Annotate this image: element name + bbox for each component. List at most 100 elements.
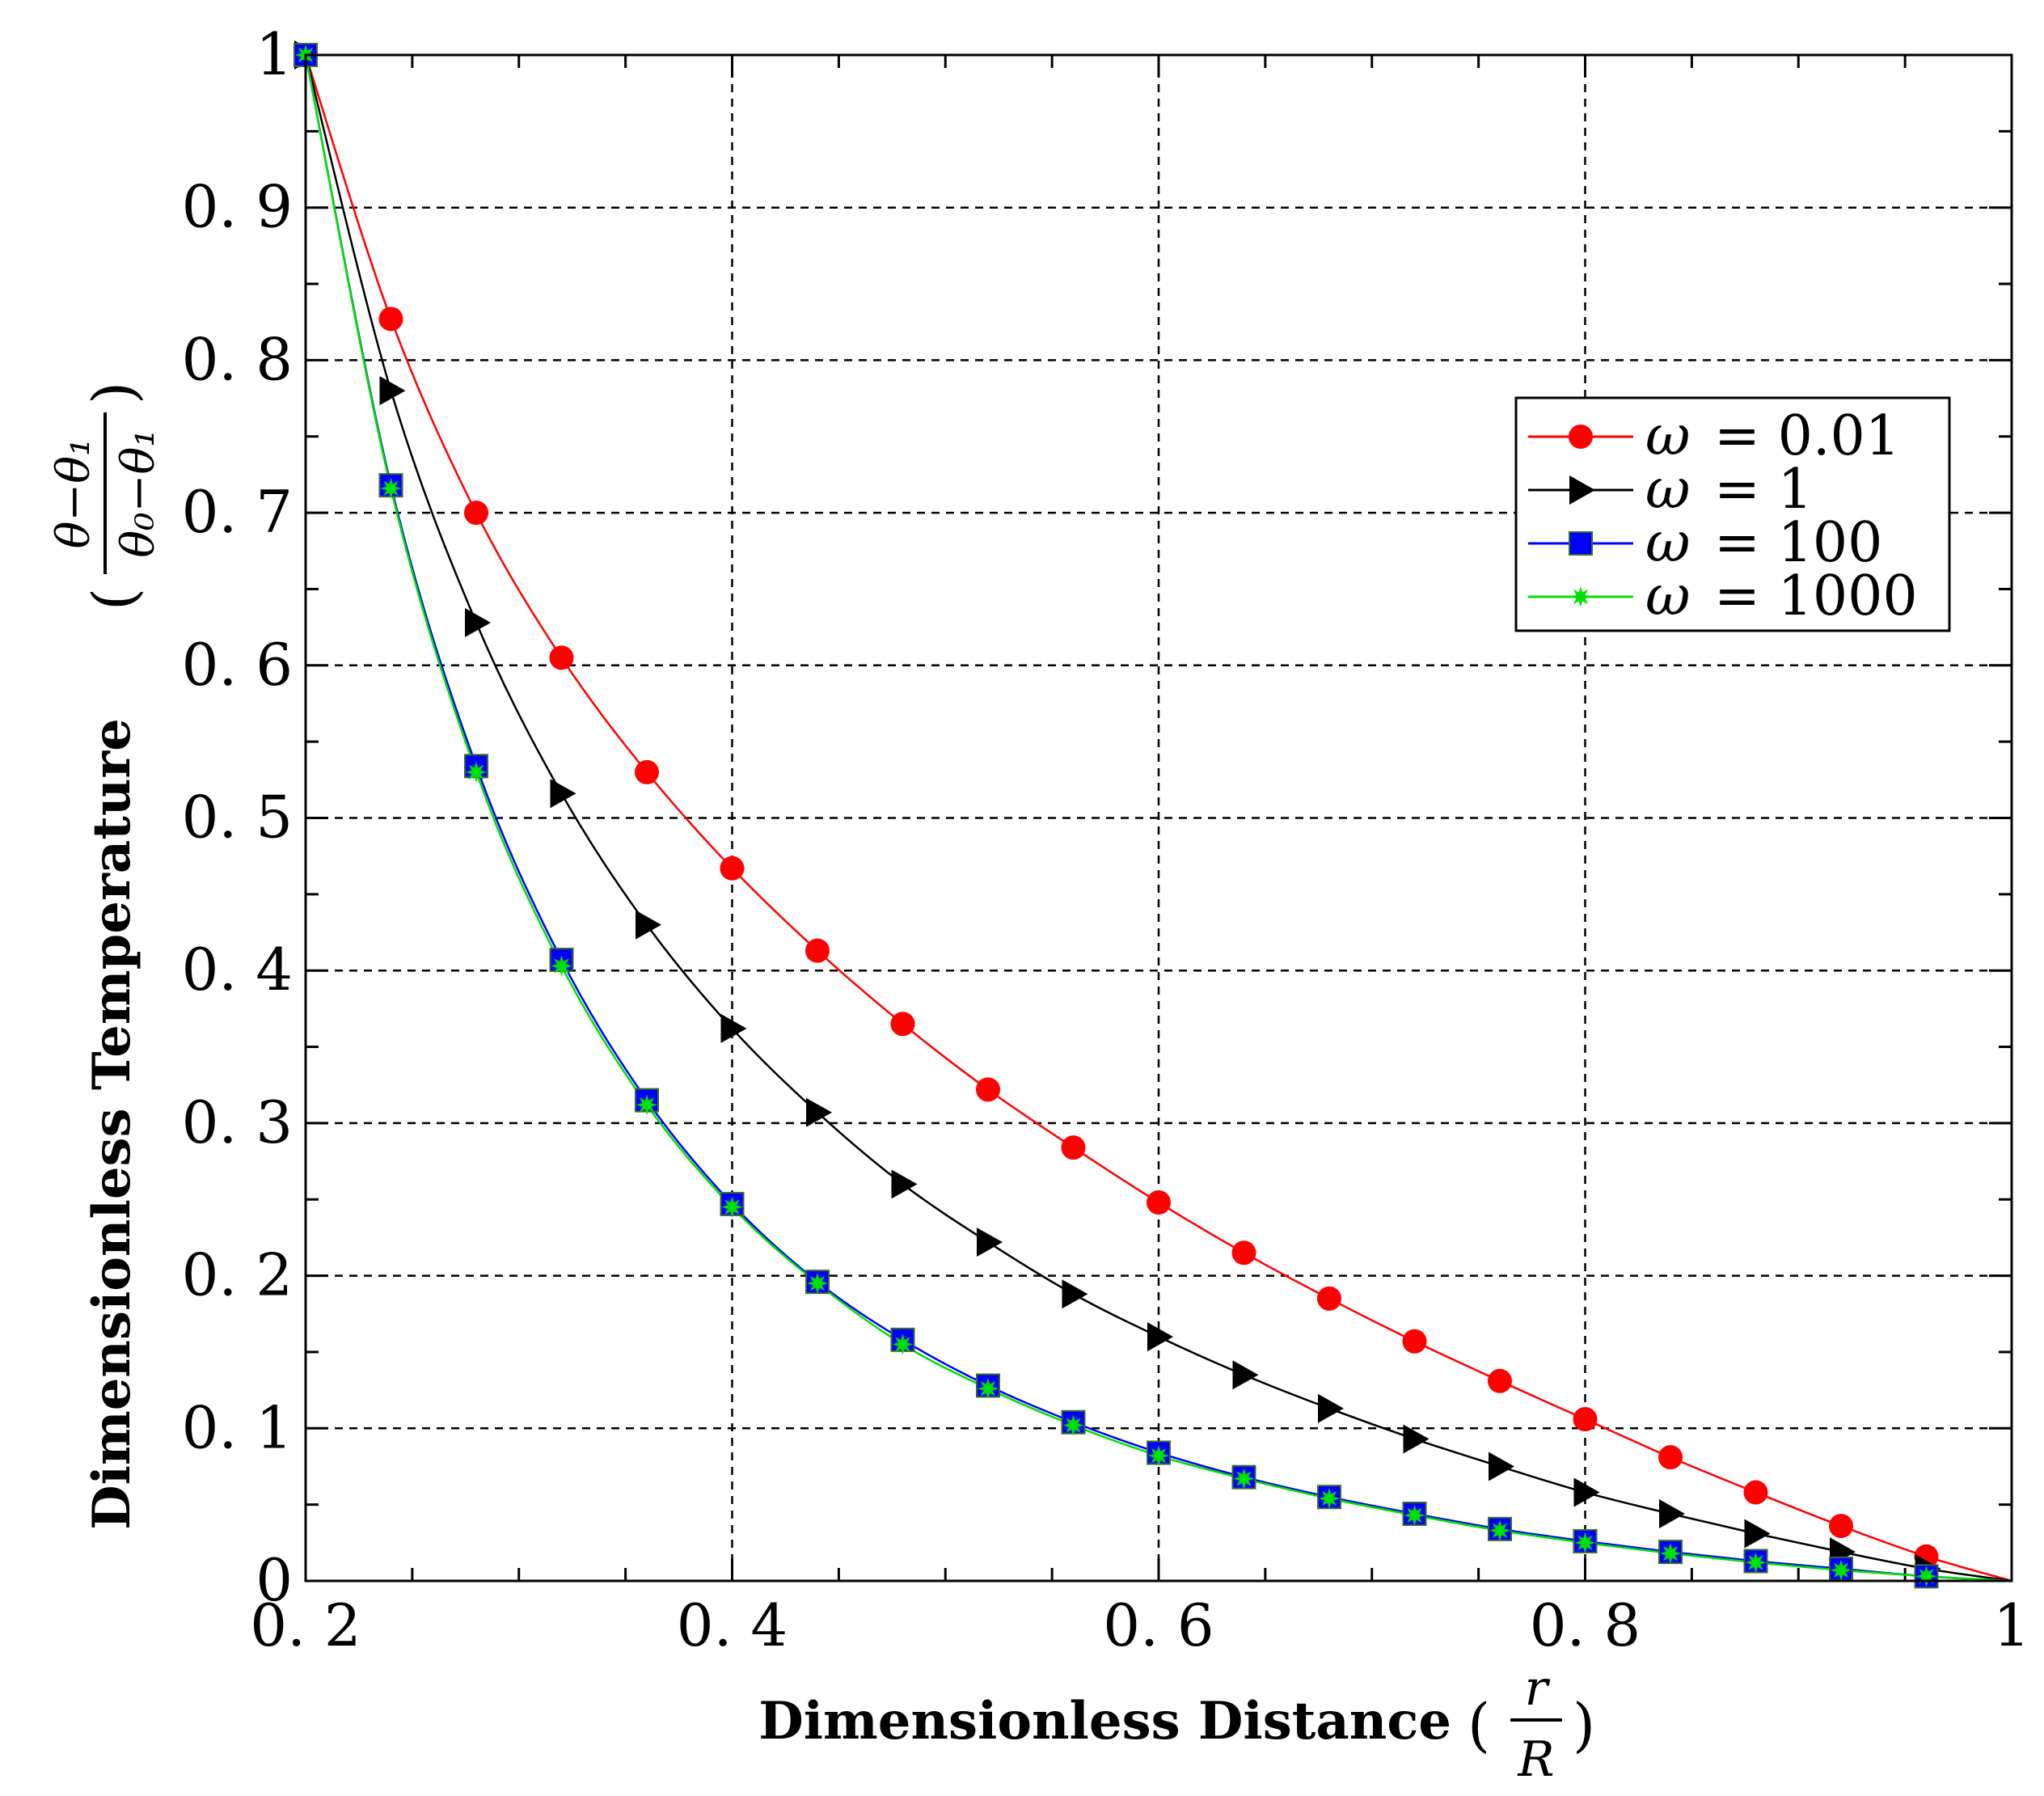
data-point [1573, 1477, 1600, 1507]
data-point [1062, 1414, 1084, 1436]
legend-symbol: ω [1645, 458, 1690, 522]
y-axis-title-numerator: θ−θ₁ [48, 438, 100, 549]
data-point [891, 1169, 918, 1199]
legend-entry: ω = 0.01 [1528, 404, 1900, 468]
data-point [1488, 1368, 1512, 1393]
legend-symbol: ω [1645, 511, 1690, 575]
legend-symbol: ω [1645, 404, 1690, 468]
data-point [379, 376, 406, 406]
data-point [636, 1094, 657, 1116]
data-point [1231, 1240, 1256, 1266]
data-point [1573, 1406, 1598, 1431]
data-point [1744, 1519, 1771, 1549]
y-tick-label: 0 [256, 1546, 293, 1614]
data-point [1489, 1519, 1510, 1541]
y-tick-label: 0. 7 [182, 478, 293, 546]
data-point [1402, 1329, 1427, 1354]
y-tick-label: 0. 4 [182, 936, 293, 1004]
data-point [1233, 1468, 1255, 1490]
data-point [551, 955, 572, 977]
grid [306, 55, 2012, 1581]
legend-entry: ω = 1000 [1528, 564, 1918, 628]
y-tick-label: 0. 8 [182, 325, 293, 393]
y-tick-label: 0. 6 [182, 631, 293, 699]
data-point [635, 759, 659, 784]
y-tick-label: 0. 9 [182, 173, 293, 241]
legend-symbol: ω [1645, 564, 1690, 628]
data-point [1147, 1322, 1173, 1352]
data-point [378, 306, 403, 332]
data-point [720, 856, 745, 881]
legend-marker [1569, 425, 1593, 449]
data-point [978, 1378, 999, 1400]
y-axis-title-denominator: θ₀−θ₁ [112, 429, 165, 557]
data-point [1658, 1445, 1683, 1470]
y-tick-label: 0. 1 [182, 1393, 293, 1461]
legend: ω = 0.01 ω = 1 ω = 100 ω = 1000 [1514, 396, 1951, 632]
data-point [1318, 1393, 1344, 1423]
y-axis-title-close-paren: ) [80, 382, 148, 404]
series-line-1 [304, 54, 2012, 1583]
series-markers [294, 40, 1941, 1589]
y-axis-title-open-paren: ( [80, 588, 148, 611]
data-point [465, 607, 491, 637]
data-point [1319, 1488, 1340, 1510]
data-point [1829, 1514, 1853, 1539]
x-axis-title-close-paren: ) [1573, 1691, 1595, 1759]
data-point [1062, 1279, 1088, 1309]
y-tick-label: 0. 2 [182, 1241, 293, 1309]
legend-marker [1569, 531, 1593, 556]
data-point [1659, 1498, 1685, 1528]
data-point [1148, 1445, 1169, 1467]
x-tick-label: 0. 2 [250, 1591, 361, 1659]
legend-label: = 0.01 [1714, 404, 1900, 468]
data-point [1403, 1424, 1430, 1454]
data-point [549, 645, 574, 670]
x-axis-title-numerator: r [1525, 1660, 1551, 1717]
x-axis-title-denominator: R [1517, 1731, 1554, 1788]
y-tick-label: 0. 5 [182, 784, 293, 852]
data-point [636, 910, 661, 940]
x-tick-label: 0. 8 [1530, 1591, 1641, 1659]
data-point [1061, 1135, 1086, 1160]
x-tick-label: 1 [1993, 1591, 2030, 1659]
data-point [807, 1273, 828, 1295]
data-point [892, 1333, 914, 1355]
data-point [1745, 1552, 1767, 1574]
y-tick-label: 1 [256, 20, 293, 88]
legend-label: = 1 [1714, 458, 1813, 522]
legend-marker [1570, 586, 1591, 607]
legend-label: = 1000 [1714, 564, 1918, 628]
data-point [1489, 1452, 1514, 1481]
data-point [1232, 1360, 1259, 1390]
plot-frame [304, 53, 2013, 1583]
y-axis-title-group: Dimensionless Temperature ( θ−θ₁ θ₀−θ₁ ) [48, 382, 165, 1530]
data-point [466, 761, 487, 783]
data-point [806, 1097, 832, 1127]
legend-label: = 100 [1714, 511, 1882, 575]
y-tick-labels: 0 0. 1 0. 2 0. 3 0. 4 0. 5 0. 6 0. 7 0. 8 0. 9 1 [182, 20, 293, 1614]
data-point [976, 1077, 1000, 1102]
data-point [1147, 1190, 1171, 1215]
data-point [380, 477, 402, 499]
data-point [890, 1012, 915, 1037]
data-point [464, 501, 488, 526]
x-tick-label: 0. 6 [1103, 1591, 1214, 1659]
data-point [805, 938, 830, 963]
series-markers-0 [294, 43, 1939, 1569]
x-axis-title-open-paren: ( [1468, 1691, 1490, 1759]
legend-entry: ω = 1 [1528, 458, 1813, 522]
data-point [721, 1196, 743, 1218]
data-point [1317, 1286, 1341, 1311]
data-point [1660, 1543, 1681, 1565]
x-axis-title-group: Dimensionless Distance ( r R ) [758, 1660, 1595, 1788]
data-point [1404, 1504, 1425, 1526]
data-point [550, 779, 576, 809]
series-markers-3 [295, 44, 1937, 1587]
data-point [977, 1228, 1003, 1257]
x-tick-label: 0. 4 [677, 1591, 788, 1659]
y-tick-label: 0. 3 [182, 1088, 293, 1156]
data-point [1831, 1559, 1852, 1581]
data-point [720, 1013, 747, 1043]
